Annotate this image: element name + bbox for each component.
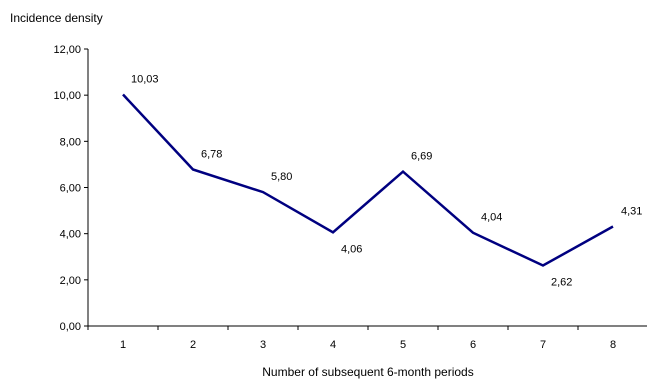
x-tick-label: 3 <box>260 339 266 351</box>
x-tick-label: 6 <box>470 339 476 351</box>
x-tick-label: 8 <box>610 339 616 351</box>
data-label: 2,62 <box>551 277 572 289</box>
data-label: 5,80 <box>271 171 292 183</box>
y-tick-label: 4,00 <box>60 229 81 241</box>
data-label: 6,69 <box>411 151 432 163</box>
y-axis-label: Incidence density <box>10 11 103 25</box>
data-label: 10,03 <box>131 73 159 85</box>
x-tick-label: 1 <box>120 339 126 351</box>
x-tick-label: 4 <box>330 339 336 351</box>
data-label: 4,04 <box>481 212 502 224</box>
x-ticks: 1 2 3 4 5 6 7 8 <box>87 326 616 351</box>
data-label: 4,31 <box>621 206 642 218</box>
data-label: 6,78 <box>201 148 222 160</box>
y-tick-label: 12,00 <box>53 44 81 56</box>
y-tick-label: 6,00 <box>60 183 81 195</box>
y-tick-label: 8,00 <box>60 136 81 148</box>
y-tick-label: 2,00 <box>60 275 81 287</box>
data-labels: 10,03 6,78 5,80 4,06 6,69 4,04 2,62 4,31 <box>131 73 642 288</box>
data-label: 4,06 <box>341 243 362 255</box>
series-group <box>122 93 614 267</box>
series-line <box>122 93 614 267</box>
y-tick-label: 0,00 <box>60 321 81 333</box>
x-tick-label: 5 <box>400 339 406 351</box>
x-tick-label: 2 <box>190 339 196 351</box>
x-axis-label: Number of subsequent 6-month periods <box>262 365 473 379</box>
y-tick-label: 10,00 <box>53 90 81 102</box>
y-ticks: 0,00 2,00 4,00 6,00 8,00 10,00 12,00 <box>53 44 88 333</box>
x-tick-label: 7 <box>540 339 546 351</box>
